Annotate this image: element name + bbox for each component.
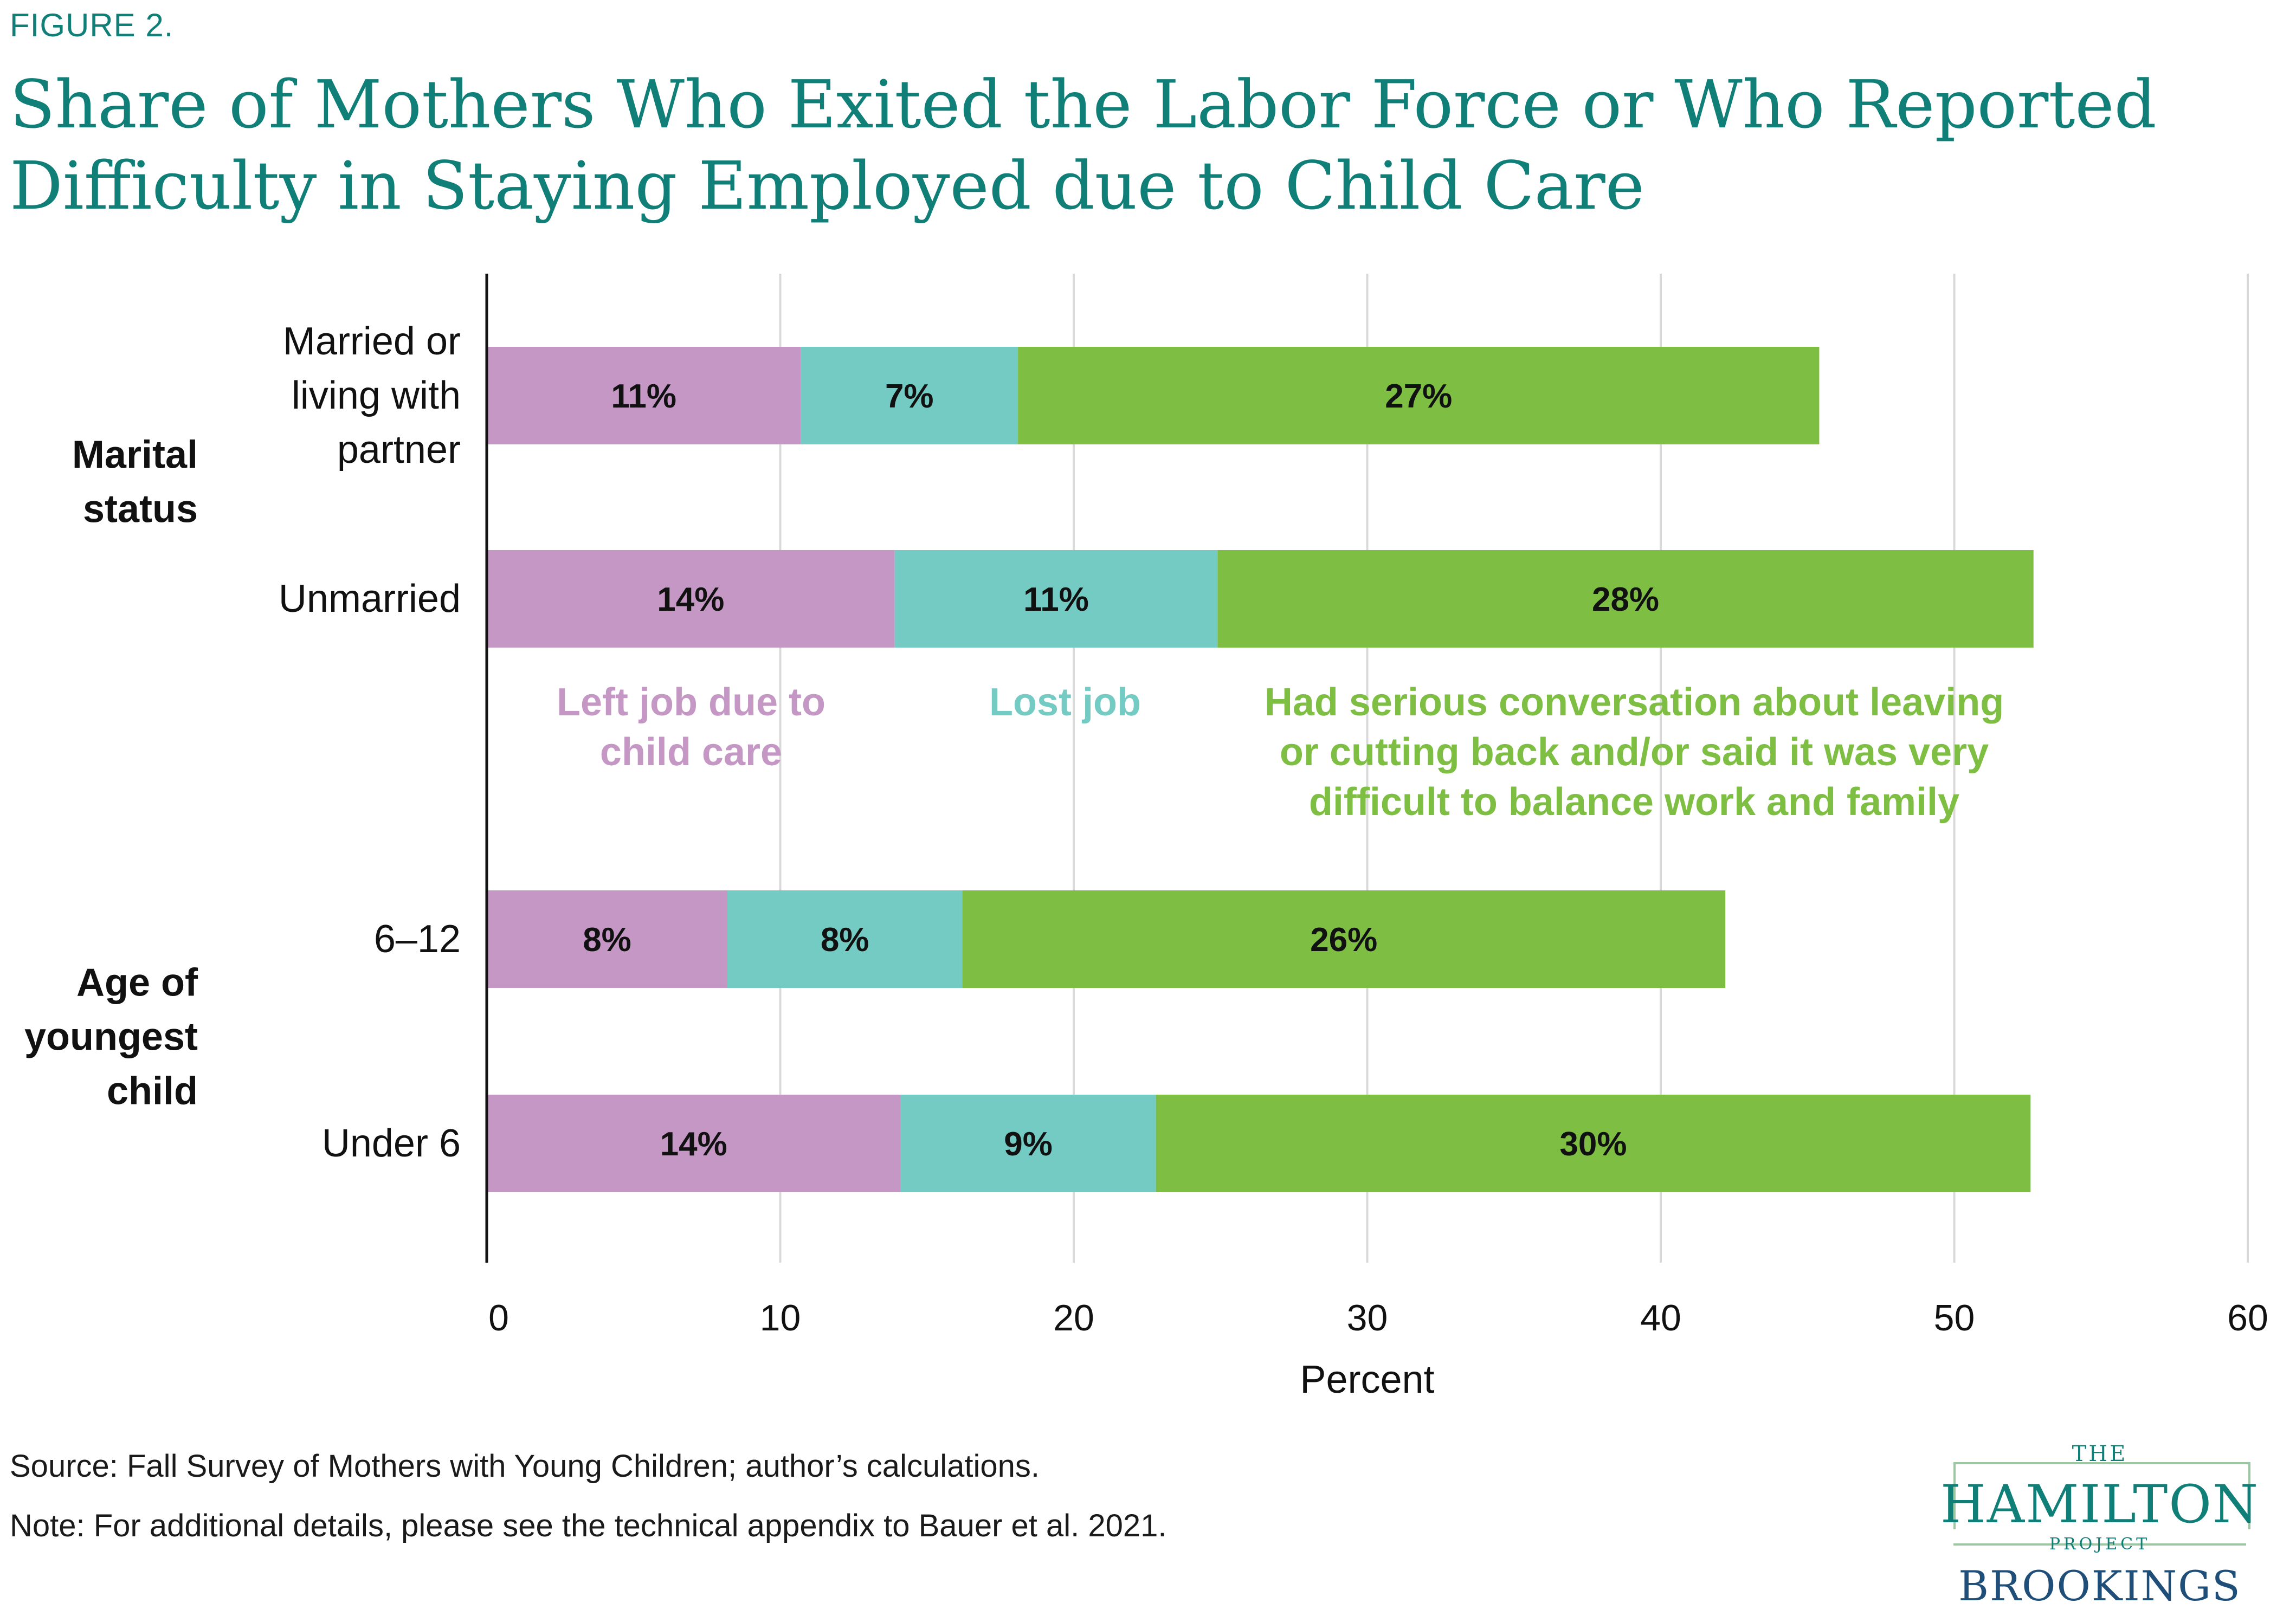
logo-brookings-text: BROOKINGS bbox=[1958, 1562, 2241, 1610]
group-label: youngest bbox=[24, 1016, 198, 1059]
bar-segment bbox=[1018, 347, 1820, 444]
category-label: Married or bbox=[283, 320, 461, 363]
data-label: 8% bbox=[583, 921, 631, 959]
group-label: Marital bbox=[72, 434, 198, 477]
legend-entry: difficult to balance work and family bbox=[1309, 780, 1959, 824]
data-label: 9% bbox=[1004, 1126, 1053, 1163]
x-axis-title: Percent bbox=[1300, 1358, 1434, 1401]
footnote: Note: For additional details, please see… bbox=[10, 1508, 1167, 1543]
legend-entry: child care bbox=[600, 731, 782, 774]
group-label: status bbox=[83, 488, 198, 531]
legend-entry: Lost job bbox=[989, 681, 1141, 724]
bar-segment bbox=[962, 890, 1726, 988]
category-label: 6–12 bbox=[374, 917, 461, 961]
logo-the-text: THE bbox=[2072, 1442, 2128, 1466]
x-tick-label: 50 bbox=[1934, 1297, 1975, 1339]
logo-frame bbox=[1953, 1462, 2250, 1529]
stacked-bar-chart: 11% 7% 27% 14% 11% 28% 8% 8% 26% 14% 9% 30% Married … bbox=[24, 274, 2268, 1401]
bar-segment bbox=[1217, 550, 2034, 648]
data-label: 30% bbox=[1559, 1126, 1627, 1163]
group-label: Age of bbox=[76, 961, 198, 1005]
legend-entry: or cutting back and/or said it was very bbox=[1280, 731, 1989, 774]
data-label: 11% bbox=[611, 378, 676, 415]
data-label: 14% bbox=[657, 581, 724, 618]
data-label: 26% bbox=[1310, 921, 1377, 959]
category-label: Unmarried bbox=[279, 577, 461, 620]
x-tick-label: 60 bbox=[2227, 1297, 2268, 1339]
legend-entry: Left job due to bbox=[557, 681, 825, 724]
logo-divider bbox=[1953, 1543, 2246, 1546]
category-label: partner bbox=[337, 428, 461, 471]
chart-title: Share of Mothers Who Exited the Labor Fo… bbox=[10, 66, 2157, 224]
data-label: 14% bbox=[660, 1126, 727, 1163]
bar-segment bbox=[727, 890, 963, 988]
group-label: child bbox=[107, 1070, 198, 1113]
figure-label: FIGURE 2. bbox=[10, 7, 174, 43]
bar-segment bbox=[487, 1095, 901, 1192]
data-label: 11% bbox=[1023, 581, 1089, 618]
logo-project-text: PROJECT bbox=[2049, 1535, 2151, 1554]
bar-segment bbox=[487, 550, 895, 648]
x-tick-label: 0 bbox=[488, 1297, 509, 1339]
x-tick-label: 40 bbox=[1640, 1297, 1681, 1339]
bar-segment bbox=[1156, 1095, 2031, 1192]
category-label: Under 6 bbox=[322, 1122, 461, 1165]
data-label: 27% bbox=[1385, 378, 1452, 415]
bar-segment bbox=[487, 347, 801, 444]
data-label: 8% bbox=[821, 921, 869, 959]
bar-segment bbox=[801, 347, 1018, 444]
x-tick-label: 20 bbox=[1053, 1297, 1094, 1339]
category-label: living with bbox=[292, 374, 461, 417]
data-label: 28% bbox=[1592, 581, 1659, 618]
x-tick-label: 30 bbox=[1347, 1297, 1388, 1339]
x-tick-label: 10 bbox=[760, 1297, 801, 1339]
legend-entry: Had serious conversation about leaving bbox=[1265, 681, 2004, 724]
hamilton-brookings-logo: THE HAMILTON PROJECT BROOKINGS bbox=[1932, 1442, 2268, 1615]
logo-hamilton-text: HAMILTON bbox=[1940, 1474, 2259, 1535]
bar-segment bbox=[894, 550, 1218, 648]
data-label: 7% bbox=[885, 378, 934, 415]
bar-segment bbox=[900, 1095, 1156, 1192]
bar-segment bbox=[487, 890, 728, 988]
source-note: Source: Fall Survey of Mothers with Youn… bbox=[10, 1449, 1040, 1484]
